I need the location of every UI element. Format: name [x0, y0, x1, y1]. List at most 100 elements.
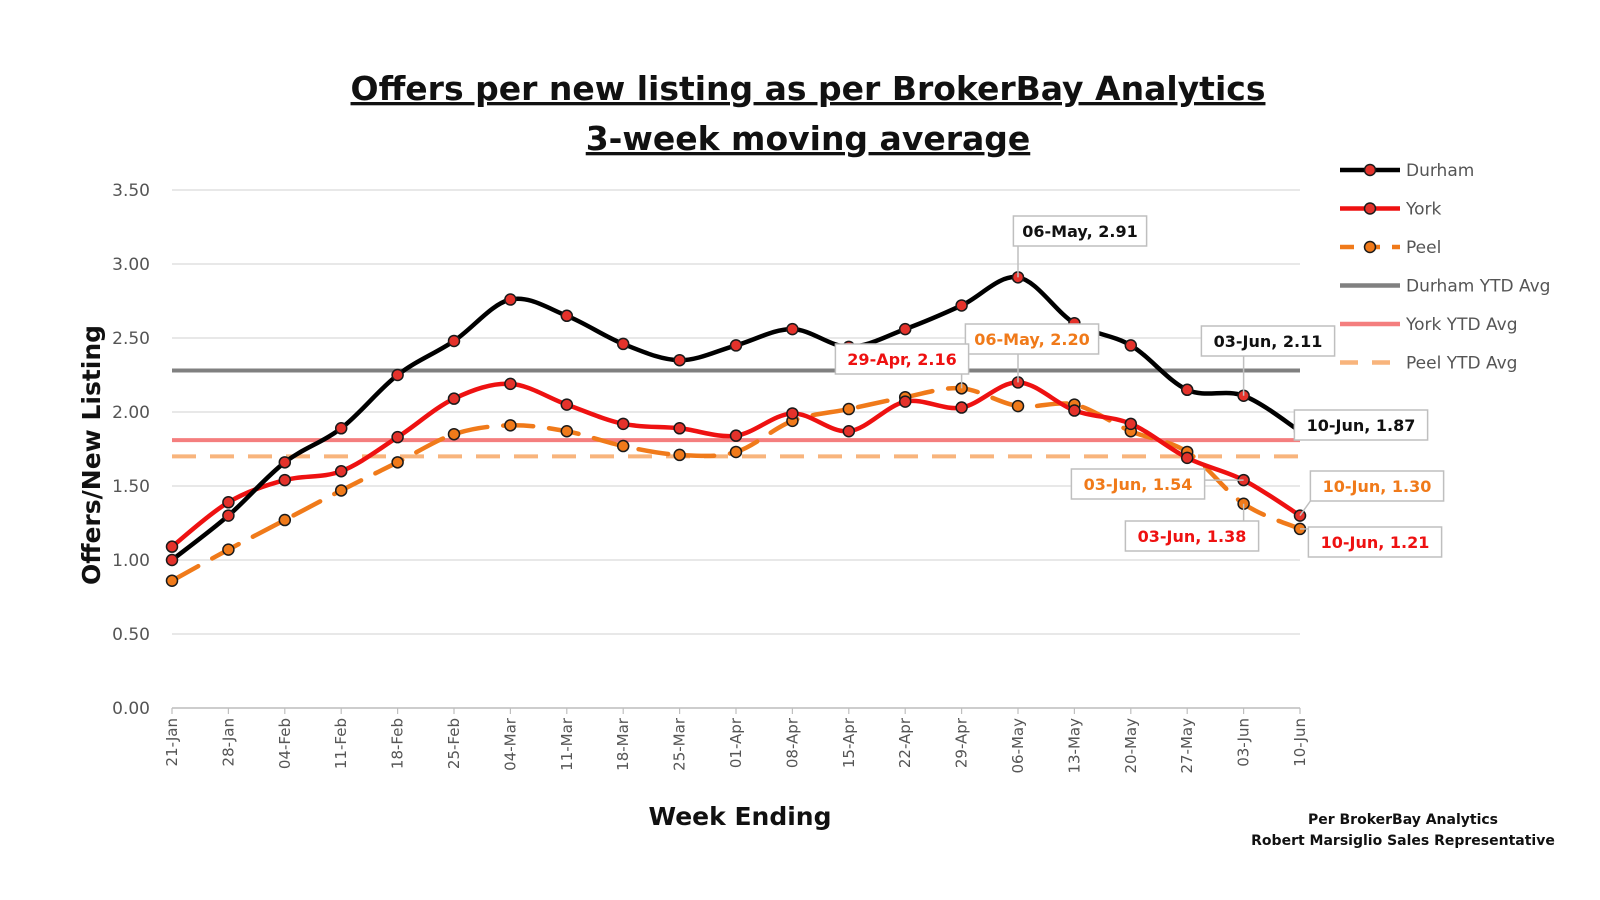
annotations: 06-May, 2.91 03-Jun, 2.11 10-Jun, 1.87 06-M…	[834, 215, 1445, 558]
x-tick-label: 04-Feb	[276, 718, 294, 769]
y-axis-title: Offers/New Listing	[77, 325, 106, 585]
data-point-york	[278, 473, 292, 487]
legend-item-peel: Peel	[1340, 238, 1441, 258]
data-point-durham	[729, 339, 743, 352]
annotation-leader	[1299, 500, 1312, 517]
annotation-box	[1307, 526, 1443, 558]
data-point-durham	[278, 456, 292, 469]
annotation-06-may-2-91: 06-May, 2.91	[1012, 215, 1148, 278]
legend-label: York	[1405, 200, 1442, 220]
data-point-york	[391, 430, 404, 444]
data-point-durham	[1180, 383, 1194, 397]
x-tick-label: 03-Jun	[1235, 718, 1253, 767]
annotation-box	[1293, 409, 1429, 441]
data-point-york	[955, 401, 968, 414]
annotation-box	[1309, 470, 1445, 502]
data-point-peel	[842, 402, 856, 416]
data-point-york	[165, 540, 179, 553]
data-point-peel	[222, 543, 235, 556]
data-point-durham	[1124, 339, 1138, 352]
legend-marker	[1363, 202, 1377, 215]
annotation-label: 10-Jun, 1.30	[1323, 477, 1432, 496]
data-point-durham	[786, 322, 799, 336]
data-point-peel	[391, 456, 404, 469]
data-point-peel	[560, 424, 574, 438]
annotation-label: 06-May, 2.91	[1022, 222, 1137, 241]
data-point-york	[334, 464, 348, 478]
x-tick-label: 08-Apr	[783, 717, 801, 768]
annotation-03-jun-2-11: 03-Jun, 2.11	[1200, 325, 1336, 396]
data-point-peel	[504, 419, 517, 432]
legend-marker	[1363, 163, 1377, 177]
y-tick-label: 2.50	[112, 329, 150, 349]
data-point-york	[616, 417, 630, 431]
x-tick-label: 28-Jan	[219, 718, 237, 766]
data-point-york	[898, 395, 912, 408]
series-line-york	[169, 380, 1303, 549]
annotation-label: 06-May, 2.20	[974, 330, 1089, 349]
x-tick-label: 06-May	[1009, 718, 1027, 774]
data-point-peel	[729, 445, 743, 459]
annotation-box	[964, 323, 1100, 355]
y-tick-label: 2.00	[112, 403, 150, 423]
legend-item-peel-ytd-avg: Peel YTD Avg	[1340, 354, 1517, 374]
x-tick-label: 11-Mar	[558, 717, 576, 771]
annotation-box	[834, 343, 970, 375]
data-point-durham	[898, 322, 912, 336]
data-point-durham	[334, 422, 348, 435]
x-tick-label: 20-May	[1122, 718, 1140, 774]
annotation-box	[1200, 325, 1336, 357]
data-point-peel	[616, 439, 630, 453]
annotation-label: 10-Jun, 1.21	[1321, 533, 1430, 552]
y-tick-label: 0.50	[112, 625, 150, 645]
y-tick-label: 1.00	[112, 551, 150, 571]
x-tick-label: 15-Apr	[840, 717, 858, 768]
data-point-peel	[1011, 399, 1025, 413]
data-point-durham	[447, 334, 461, 348]
chart-subtitle: 3-week moving average	[586, 119, 1031, 158]
data-point-york	[222, 496, 235, 509]
annotation-03-jun-1-38: 03-Jun, 1.38	[1124, 503, 1260, 552]
y-axis-ticks: 0.00 0.50 1.00 1.50 2.00 2.50 3.00 3.50	[112, 181, 150, 719]
reference-lines	[172, 368, 1300, 459]
legend-item-durham: Durham	[1340, 161, 1474, 181]
data-point-york	[786, 407, 799, 420]
data-point-durham	[955, 299, 968, 312]
data-point-peel	[673, 448, 686, 462]
data-point-durham	[165, 553, 179, 567]
x-tick-label: 27-May	[1178, 718, 1196, 774]
data-point-york	[1180, 451, 1194, 465]
data-point-york	[1124, 417, 1138, 431]
annotation-label: 03-Jun, 1.38	[1138, 527, 1247, 546]
data-point-york	[447, 392, 461, 405]
annotation-label: 10-Jun, 1.87	[1307, 416, 1416, 435]
legend-label: Peel	[1406, 238, 1441, 258]
legend-label: Durham YTD Avg	[1406, 277, 1550, 297]
x-tick-label: 22-Apr	[896, 717, 914, 768]
annotation-06-may-2-20: 06-May, 2.20	[964, 323, 1100, 383]
data-point-york	[729, 429, 743, 442]
x-tick-label: 11-Feb	[332, 718, 350, 769]
data-point-durham	[560, 309, 574, 323]
y-tick-label: 3.50	[112, 181, 150, 201]
annotation-03-jun-1-54: 03-Jun, 1.54	[1070, 468, 1244, 500]
data-point-durham	[222, 509, 235, 522]
credit-line-2: Robert Marsiglio Sales Representative	[1251, 833, 1555, 849]
annotation-29-apr-2-16: 29-Apr, 2.16	[834, 343, 970, 389]
credit-line-1: Per BrokerBay Analytics	[1308, 812, 1498, 828]
data-point-peel	[334, 484, 348, 497]
legend-item-york: York	[1340, 200, 1442, 220]
annotation-box	[1124, 520, 1260, 552]
y-tick-label: 1.50	[112, 477, 150, 497]
legend: Durham York Peel Durham YTD Avg York YTD Avg…	[1340, 161, 1550, 374]
data-point-peel	[165, 574, 179, 587]
x-tick-label: 21-Jan	[163, 718, 181, 766]
legend-item-york-ytd-avg: York YTD Avg	[1340, 315, 1518, 335]
data-point-durham	[391, 368, 404, 382]
legend-item-durham-ytd-avg: Durham YTD Avg	[1340, 277, 1550, 297]
x-tick-label: 13-May	[1065, 718, 1083, 774]
data-point-peel	[278, 513, 292, 527]
x-tick-label: 25-Feb	[445, 718, 463, 769]
